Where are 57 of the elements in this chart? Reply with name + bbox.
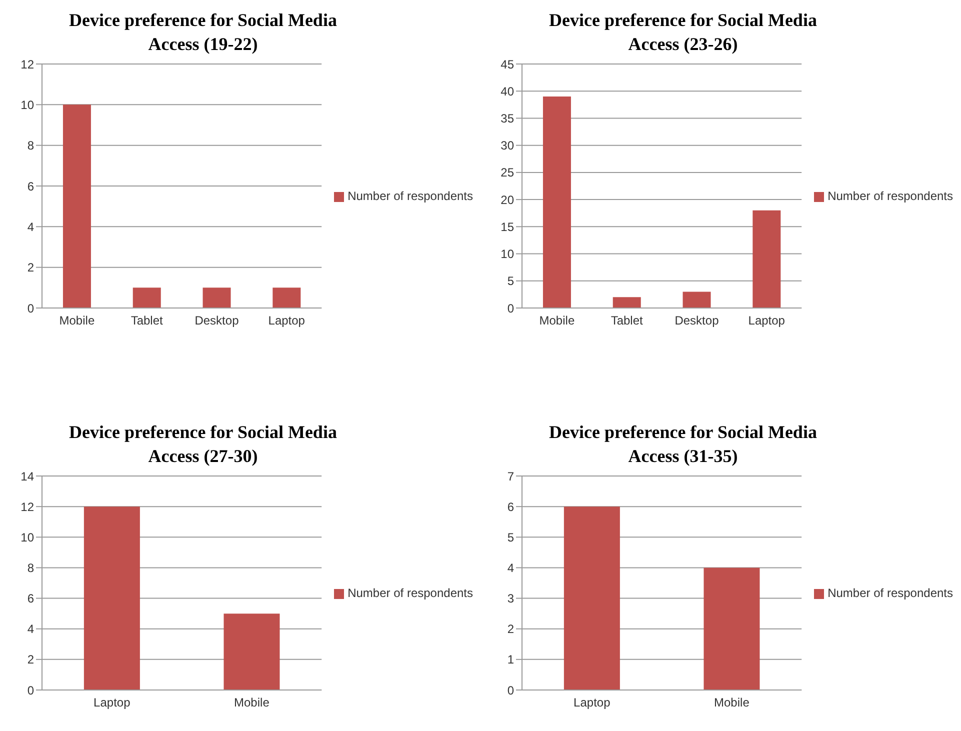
x-tick-label: Desktop <box>674 314 720 328</box>
legend-label: Number of respondents <box>348 586 473 600</box>
x-tick-label: Mobile <box>539 314 575 328</box>
chart-title: Device preference for Social Media Access (23-26) <box>548 9 818 56</box>
y-tick-label: 10 <box>20 530 34 544</box>
y-tick-label: 1 <box>507 652 514 667</box>
x-tick-label: Laptop <box>268 314 306 328</box>
y-tick-label: 15 <box>500 220 514 234</box>
legend-label: Number of respondents <box>828 586 953 600</box>
chart-title: Device preference for Social Media Access (31-35) <box>548 421 818 468</box>
x-tick-label: Mobile <box>59 314 95 328</box>
y-tick-label: 10 <box>20 98 34 112</box>
y-tick-label: 0 <box>507 683 514 698</box>
y-tick-label: 7 <box>507 469 514 484</box>
y-tick-label: 2 <box>27 652 34 667</box>
y-tick-label: 0 <box>27 683 34 698</box>
x-tick-label: Laptop <box>574 696 611 710</box>
bar <box>682 292 711 308</box>
y-tick-label: 2 <box>27 260 34 275</box>
y-tick-label: 45 <box>500 57 514 72</box>
y-tick-label: 12 <box>20 500 34 514</box>
y-tick-label: 0 <box>507 301 514 316</box>
legend-label: Number of respondents <box>348 189 473 203</box>
x-tick-label: Tablet <box>610 314 644 328</box>
x-tick-label: Laptop <box>94 696 131 710</box>
y-tick-label: 10 <box>500 247 514 262</box>
y-tick-label: 6 <box>27 179 34 194</box>
y-tick-label: 4 <box>507 560 514 575</box>
y-tick-label: 8 <box>27 560 34 575</box>
y-tick-label: 2 <box>507 622 514 636</box>
y-tick-label: 0 <box>27 301 34 316</box>
bar <box>542 96 571 308</box>
y-tick-label: 35 <box>500 111 514 126</box>
chart-title: Device preference for Social Media Access (27-30) <box>68 421 338 468</box>
y-tick-label: 3 <box>507 592 514 606</box>
x-tick-label: Mobile <box>234 696 270 710</box>
chart-title: Device preference for Social Media Access (19-22) <box>68 9 338 56</box>
x-tick-label: Tablet <box>130 314 164 328</box>
y-tick-label: 5 <box>507 530 514 544</box>
x-tick-label: Desktop <box>194 314 240 328</box>
x-tick-label: Laptop <box>748 314 786 328</box>
y-tick-label: 14 <box>20 469 34 484</box>
y-tick-label: 8 <box>27 138 34 153</box>
y-tick-label: 20 <box>500 192 514 207</box>
bar <box>752 210 781 308</box>
y-tick-label: 5 <box>507 274 514 288</box>
y-tick-label: 4 <box>27 622 34 636</box>
x-tick-label: Mobile <box>714 696 750 710</box>
y-tick-label: 25 <box>500 166 514 180</box>
legend-label: Number of respondents <box>828 189 953 203</box>
y-tick-label: 30 <box>500 138 514 153</box>
y-tick-label: 40 <box>500 84 514 98</box>
bar <box>612 297 641 308</box>
y-tick-label: 6 <box>507 500 514 514</box>
y-tick-label: 12 <box>20 57 34 72</box>
y-tick-label: 4 <box>27 220 34 234</box>
y-tick-label: 6 <box>27 592 34 606</box>
